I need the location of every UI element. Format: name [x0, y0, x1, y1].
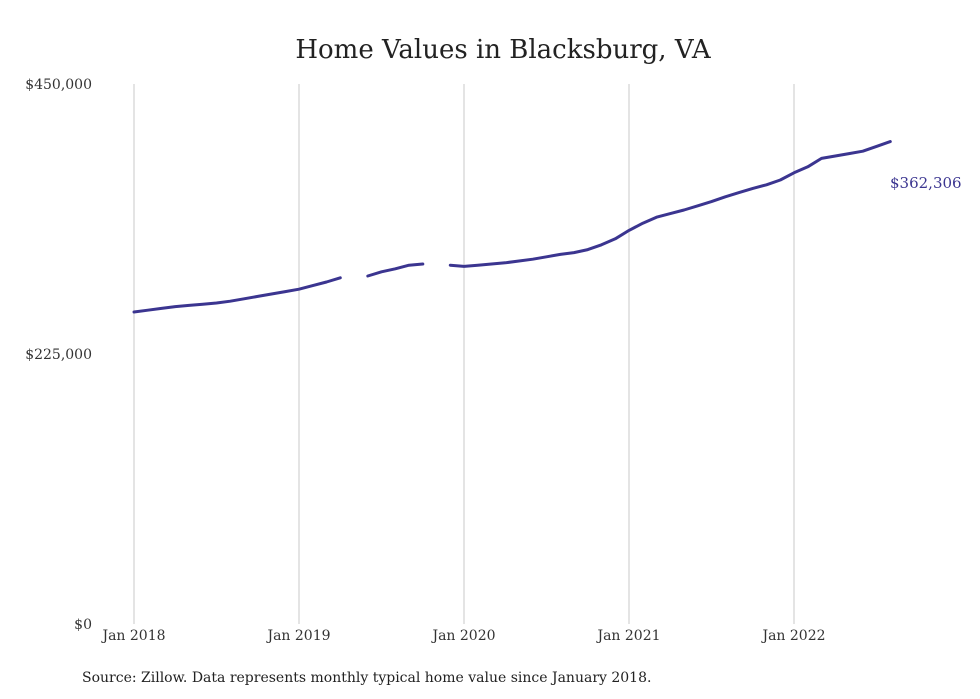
- y-tick-label: $450,000: [25, 77, 92, 93]
- x-tick-label: Jan 2021: [595, 628, 660, 644]
- end-value-label: $362,306: [890, 174, 962, 192]
- series-line-segment: [132, 276, 342, 314]
- source-note: Source: Zillow. Data represents monthly …: [82, 670, 651, 686]
- x-axis-ticks: Jan 2018 Jan 2019 Jan 2020 Jan 2021 Jan 2022: [100, 628, 825, 644]
- y-tick-label: $0: [74, 617, 92, 633]
- x-tick-label: Jan 2020: [430, 628, 495, 644]
- x-tick-label: Jan 2022: [760, 628, 825, 644]
- series-line-segment: [366, 262, 425, 278]
- chart-title: Home Values in Blacksburg, VA: [295, 35, 711, 65]
- series-home-values: [132, 140, 892, 314]
- y-axis-ticks: $0 $225,000 $450,000: [25, 77, 92, 633]
- gridlines: [133, 84, 795, 624]
- x-tick-label: Jan 2018: [100, 628, 165, 644]
- x-tick-label: Jan 2019: [265, 628, 330, 644]
- y-tick-label: $225,000: [25, 347, 92, 363]
- series-line-segment: [448, 140, 892, 268]
